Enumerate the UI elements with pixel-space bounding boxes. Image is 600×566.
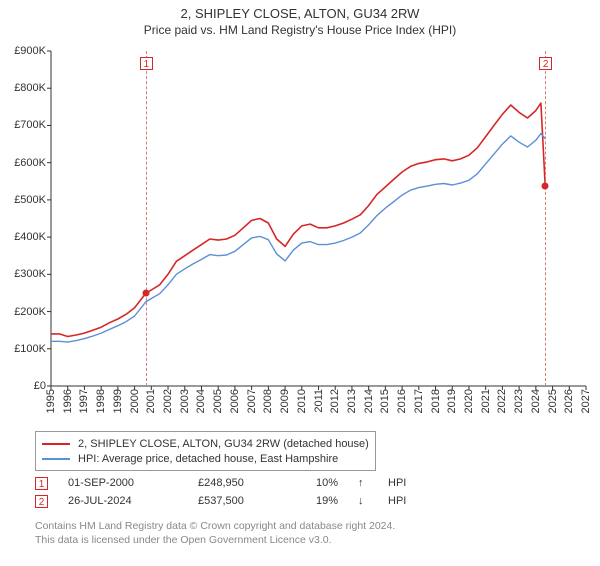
sale-price: £537,500 bbox=[198, 495, 278, 507]
x-tick-label: 1999 bbox=[112, 389, 124, 413]
x-tick-label: 2026 bbox=[563, 389, 575, 413]
x-tick-label: 2001 bbox=[145, 389, 157, 413]
legend: 2, SHIPLEY CLOSE, ALTON, GU34 2RW (detac… bbox=[35, 431, 376, 471]
x-tick-label: 2008 bbox=[262, 389, 274, 413]
legend-row: 2, SHIPLEY CLOSE, ALTON, GU34 2RW (detac… bbox=[42, 436, 369, 451]
sale-date: 26-JUL-2024 bbox=[68, 495, 178, 507]
y-tick-label: £100K bbox=[0, 343, 46, 355]
x-tick-label: 2003 bbox=[179, 389, 191, 413]
legend-swatch bbox=[42, 443, 70, 445]
page-subtitle: Price paid vs. HM Land Registry's House … bbox=[0, 23, 600, 37]
legend-row: HPI: Average price, detached house, East… bbox=[42, 451, 369, 466]
x-tick-label: 2010 bbox=[296, 389, 308, 413]
x-tick-label: 2009 bbox=[279, 389, 291, 413]
sale-row: 2 26-JUL-2024 £537,500 19% ↓ HPI bbox=[35, 492, 418, 510]
x-tick-label: 2004 bbox=[195, 389, 207, 413]
x-tick-label: 2018 bbox=[430, 389, 442, 413]
marker-vline bbox=[545, 51, 546, 386]
sale-hpi-label: HPI bbox=[388, 477, 418, 489]
legend-label: 2, SHIPLEY CLOSE, ALTON, GU34 2RW (detac… bbox=[78, 438, 369, 450]
y-tick-label: £200K bbox=[0, 306, 46, 318]
footer-attribution: Contains HM Land Registry data © Crown c… bbox=[35, 519, 395, 547]
y-tick-label: £800K bbox=[0, 82, 46, 94]
y-tick-label: £400K bbox=[0, 231, 46, 243]
marker-vline bbox=[146, 51, 147, 386]
x-tick-label: 2015 bbox=[379, 389, 391, 413]
chart-svg bbox=[51, 51, 586, 386]
y-tick-label: £300K bbox=[0, 268, 46, 280]
marker-box-2: 2 bbox=[539, 57, 552, 70]
sale-pct: 10% bbox=[298, 477, 338, 489]
x-tick-label: 1996 bbox=[62, 389, 74, 413]
page-title: 2, SHIPLEY CLOSE, ALTON, GU34 2RW bbox=[0, 6, 600, 21]
legend-label: HPI: Average price, detached house, East… bbox=[78, 453, 338, 465]
x-tick-label: 2002 bbox=[162, 389, 174, 413]
x-tick-label: 2021 bbox=[480, 389, 492, 413]
chart: £0£100K£200K£300K£400K£500K£600K£700K£80… bbox=[51, 51, 586, 386]
sale-pct: 19% bbox=[298, 495, 338, 507]
sale-hpi-label: HPI bbox=[388, 495, 418, 507]
x-tick-label: 2022 bbox=[496, 389, 508, 413]
x-tick-label: 2000 bbox=[129, 389, 141, 413]
sale-date: 01-SEP-2000 bbox=[68, 477, 178, 489]
y-tick-label: £700K bbox=[0, 119, 46, 131]
x-tick-label: 1997 bbox=[78, 389, 90, 413]
x-tick-label: 2025 bbox=[547, 389, 559, 413]
x-tick-label: 2027 bbox=[580, 389, 592, 413]
x-tick-label: 2017 bbox=[413, 389, 425, 413]
y-tick-label: £900K bbox=[0, 45, 46, 57]
x-tick-label: 2006 bbox=[229, 389, 241, 413]
marker-dot-1 bbox=[142, 290, 149, 297]
sale-row: 1 01-SEP-2000 £248,950 10% ↑ HPI bbox=[35, 474, 418, 492]
x-tick-label: 2016 bbox=[396, 389, 408, 413]
x-tick-label: 2012 bbox=[329, 389, 341, 413]
sale-price: £248,950 bbox=[198, 477, 278, 489]
sale-marker-box: 1 bbox=[35, 477, 48, 490]
x-tick-label: 1998 bbox=[95, 389, 107, 413]
y-tick-label: £600K bbox=[0, 157, 46, 169]
y-tick-label: £500K bbox=[0, 194, 46, 206]
x-tick-label: 2020 bbox=[463, 389, 475, 413]
sales-table: 1 01-SEP-2000 £248,950 10% ↑ HPI 2 26-JUL-2024 £… bbox=[35, 474, 418, 510]
marker-dot-2 bbox=[542, 182, 549, 189]
marker-box-1: 1 bbox=[140, 57, 153, 70]
x-tick-label: 2007 bbox=[246, 389, 258, 413]
sale-marker-box: 2 bbox=[35, 495, 48, 508]
x-tick-label: 2013 bbox=[346, 389, 358, 413]
x-tick-label: 2023 bbox=[513, 389, 525, 413]
footer-line1: Contains HM Land Registry data © Crown c… bbox=[35, 519, 395, 533]
x-tick-label: 2014 bbox=[363, 389, 375, 413]
legend-swatch bbox=[42, 458, 70, 460]
x-tick-label: 2011 bbox=[313, 389, 325, 413]
sale-arrow-icon: ↓ bbox=[358, 495, 368, 507]
x-tick-label: 2019 bbox=[446, 389, 458, 413]
x-tick-label: 1995 bbox=[45, 389, 57, 413]
series-price_paid bbox=[51, 103, 545, 336]
footer-line2: This data is licensed under the Open Gov… bbox=[35, 533, 395, 547]
x-tick-label: 2005 bbox=[212, 389, 224, 413]
x-tick-label: 2024 bbox=[530, 389, 542, 413]
sale-arrow-icon: ↑ bbox=[358, 477, 368, 489]
series-hpi bbox=[51, 134, 545, 343]
y-tick-label: £0 bbox=[0, 380, 46, 392]
